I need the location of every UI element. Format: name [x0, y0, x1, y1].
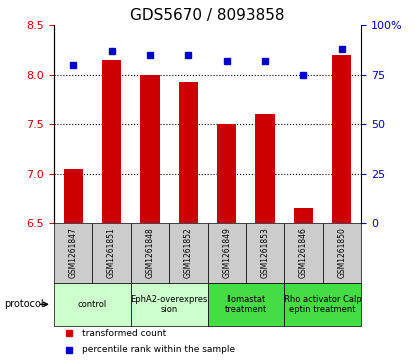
Bar: [208, 223, 246, 282]
Text: Ilomastat
treatment: Ilomastat treatment: [225, 295, 267, 314]
Bar: [332, 55, 352, 223]
Bar: [246, 223, 284, 282]
Bar: [323, 223, 361, 282]
Bar: [284, 282, 361, 326]
Text: GSM1261851: GSM1261851: [107, 228, 116, 278]
Bar: [294, 208, 313, 223]
Bar: [208, 282, 284, 326]
Text: control: control: [78, 300, 107, 309]
Bar: [217, 124, 236, 223]
Bar: [131, 223, 169, 282]
Text: GSM1261849: GSM1261849: [222, 228, 231, 278]
Text: GSM1261847: GSM1261847: [68, 228, 78, 278]
Bar: [63, 169, 83, 223]
Text: EphA2-overexpres
sion: EphA2-overexpres sion: [130, 295, 208, 314]
Text: GSM1261853: GSM1261853: [261, 228, 270, 278]
Text: GSM1261846: GSM1261846: [299, 228, 308, 278]
Bar: [179, 82, 198, 223]
Bar: [93, 223, 131, 282]
Bar: [54, 282, 131, 326]
Bar: [169, 223, 208, 282]
Text: protocol: protocol: [4, 299, 44, 309]
Title: GDS5670 / 8093858: GDS5670 / 8093858: [130, 8, 285, 23]
Text: GSM1261852: GSM1261852: [184, 228, 193, 278]
Bar: [54, 223, 92, 282]
Bar: [256, 114, 275, 223]
Text: GSM1261850: GSM1261850: [337, 228, 347, 278]
Bar: [284, 223, 323, 282]
Text: GSM1261848: GSM1261848: [145, 228, 154, 278]
Bar: [131, 282, 208, 326]
Text: transformed count: transformed count: [82, 329, 166, 338]
Bar: [140, 75, 159, 223]
Text: percentile rank within the sample: percentile rank within the sample: [82, 345, 235, 354]
Bar: [102, 60, 121, 223]
Text: Rho activator Calp
eptin treatment: Rho activator Calp eptin treatment: [284, 295, 361, 314]
